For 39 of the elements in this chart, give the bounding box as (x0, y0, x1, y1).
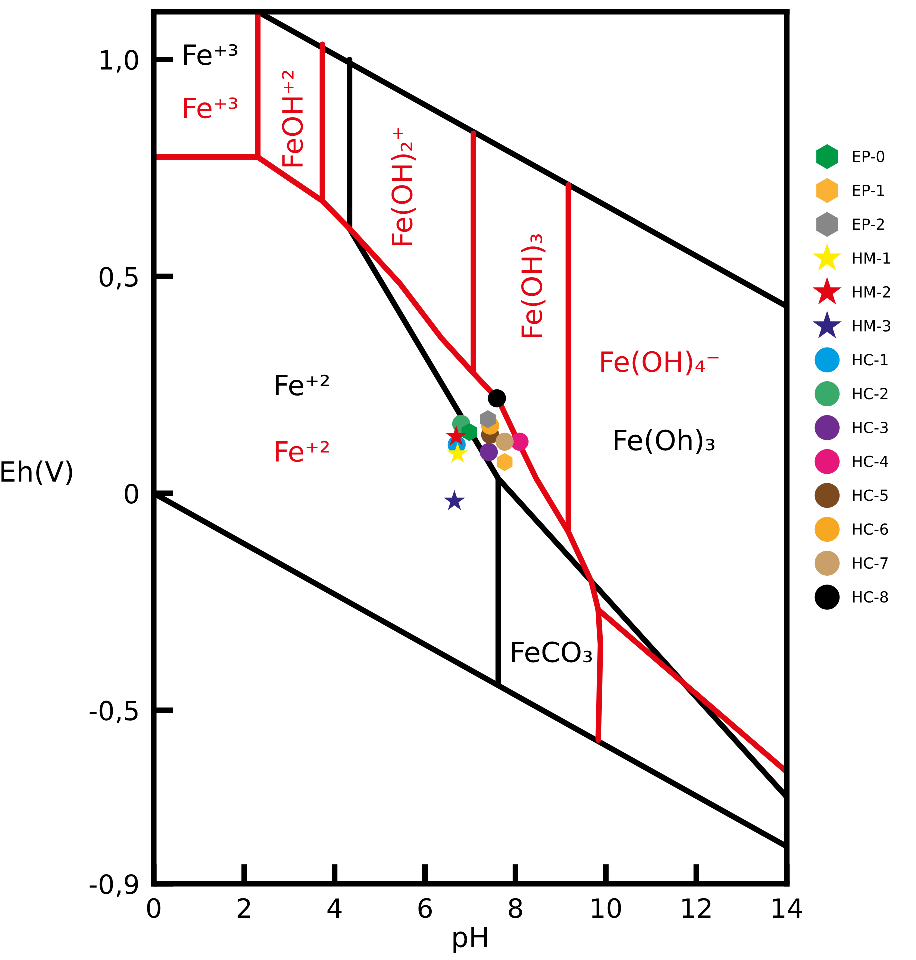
x-axis-title: pH (454, 927, 488, 954)
annotation: Fe(OH)₂⁺ (391, 128, 416, 246)
annotation: Fe⁺² (276, 441, 330, 462)
annotation: Fe(OH)₄⁻ (602, 350, 719, 376)
legend-label: HC-1 (853, 354, 888, 366)
legend-label: EP-2 (853, 218, 884, 230)
y-tick-label: 0 (125, 484, 138, 504)
y-tick-label: -0,9 (90, 874, 138, 898)
annotation: FeCO₃ (512, 642, 592, 663)
legend-label: HC-6 (853, 524, 888, 536)
legend-label: HC-4 (853, 456, 888, 468)
annotation: Fe⁺³ (184, 98, 238, 119)
legend-label: HC-7 (853, 557, 888, 570)
x-tick-label: 6 (418, 898, 432, 918)
x-tick-label: 4 (328, 898, 342, 918)
legend-label: EP-0 (853, 150, 885, 162)
legend-label: HM-2 (853, 286, 890, 298)
x-tick-label: 12 (682, 898, 711, 918)
x-tick-label: 10 (592, 898, 622, 918)
annotation: Fe(Oh)₃ (615, 429, 715, 454)
legend-label: HC-8 (853, 591, 888, 603)
x-tick-label: 8 (509, 898, 522, 918)
legend-label: HC-3 (853, 422, 888, 434)
legend-label: HC-5 (853, 490, 888, 502)
y-tick-label: 1,0 (101, 50, 138, 73)
x-tick-label: 0 (147, 898, 161, 918)
legend-label: HC-2 (853, 388, 888, 400)
legend-label: HM-3 (853, 320, 890, 332)
x-tick-label: 14 (773, 898, 802, 918)
legend-label: HM-1 (853, 252, 890, 264)
x-tick-label: 2 (238, 898, 250, 918)
y-axis-title: Eh(V) (2, 460, 72, 486)
annotation: FeOH⁺² (282, 70, 304, 167)
y-tick-label: -0,5 (90, 700, 138, 724)
legend-label: EP-1 (853, 184, 884, 196)
annotation: Fe(OH)₃ (521, 234, 546, 338)
annotation: Fe⁺² (276, 374, 330, 396)
annotation: Fe⁺³ (184, 44, 238, 66)
y-tick-label: 0,5 (100, 267, 138, 290)
